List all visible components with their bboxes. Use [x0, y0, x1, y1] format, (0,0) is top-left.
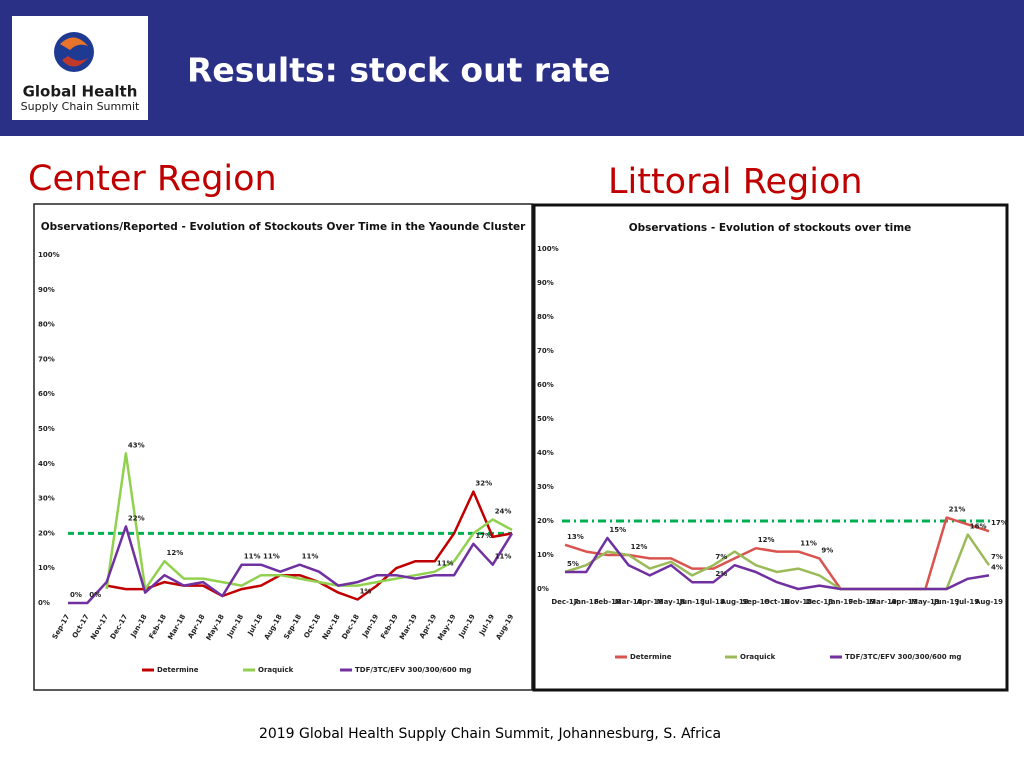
logo-swirl	[60, 37, 88, 50]
y-tick-label: 50%	[38, 425, 55, 433]
y-tick-label: 90%	[537, 279, 554, 287]
series-line	[565, 536, 990, 591]
data-label: 17%	[475, 532, 492, 540]
x-tick-label: Jul-18	[701, 598, 725, 606]
y-tick-label: 60%	[537, 381, 554, 389]
y-tick-label: 90%	[38, 286, 55, 294]
data-label: 17%	[991, 519, 1008, 527]
data-label: 0%	[70, 591, 82, 599]
y-tick-label: 20%	[38, 529, 55, 537]
data-label: 43%	[128, 441, 145, 449]
data-label: 4%	[991, 563, 1003, 571]
y-tick-label: 40%	[537, 449, 554, 457]
y-tick-label: 10%	[537, 551, 554, 559]
x-tick-label: Apr-18	[637, 598, 664, 606]
x-tick-label: Dec-17	[551, 598, 578, 606]
x-tick-label: Jun-18	[679, 598, 705, 606]
chart-title: Observations/Reported - Evolution of Sto…	[41, 221, 526, 233]
y-tick-label: 20%	[537, 517, 554, 525]
x-tick-label: May-19	[911, 598, 940, 606]
chart-frame	[33, 203, 533, 691]
legend-label: TDF/3TC/EFV 300/300/600 mg	[355, 666, 471, 674]
x-tick-label: Apr-19	[891, 598, 918, 606]
x-tick-label: Sep-18	[742, 598, 770, 606]
x-tick-label: Mar-19	[869, 598, 897, 606]
footer: 2019 Global Health Supply Chain Summit, …	[259, 726, 721, 742]
data-label: 11%	[244, 553, 261, 561]
data-label: 12%	[758, 536, 775, 544]
y-tick-label: 0%	[38, 599, 50, 607]
x-tick-label: Jan-19	[827, 598, 853, 606]
data-label: 11%	[263, 553, 280, 561]
data-label: 24%	[495, 507, 512, 515]
x-tick-label: Aug-18	[721, 598, 749, 606]
data-label: 11%	[302, 553, 319, 561]
data-label: 9%	[821, 546, 833, 554]
logo-text: Global Health	[23, 83, 138, 101]
x-tick-label: Jun-19	[933, 598, 959, 606]
data-label: 7%	[991, 553, 1003, 561]
data-label: 12%	[631, 543, 648, 551]
data-label: 15%	[609, 526, 626, 534]
x-tick-label: Feb-19	[848, 598, 875, 606]
legend-label: Oraquick	[258, 666, 294, 674]
y-tick-label: 60%	[38, 390, 55, 398]
series-line	[105, 452, 513, 591]
y-tick-label: 0%	[537, 585, 549, 593]
y-tick-label: 70%	[537, 347, 554, 355]
data-label: 32%	[475, 480, 492, 488]
y-tick-label: 100%	[537, 245, 559, 253]
logo-text: Supply Chain Summit	[21, 100, 140, 113]
series-line	[106, 490, 513, 601]
x-tick-label: Dec-18	[806, 598, 833, 606]
y-tick-label: 30%	[537, 483, 554, 491]
x-tick-label: Mar-18	[615, 598, 643, 606]
data-label: 13%	[567, 533, 584, 541]
data-label: 12%	[167, 549, 184, 557]
slide-title: Results: stock out rate	[187, 51, 611, 90]
x-tick-label: Jul-19	[955, 598, 979, 606]
data-label: 11%	[437, 560, 454, 568]
y-tick-label: 80%	[38, 321, 55, 329]
y-tick-label: 50%	[537, 415, 554, 423]
x-tick-label: Nov-18	[784, 598, 812, 606]
chart-title: Observations - Evolution of stockouts ov…	[629, 222, 912, 234]
data-label: 5%	[567, 560, 579, 568]
y-tick-label: 80%	[537, 313, 554, 321]
x-tick-label: Jan-18	[573, 598, 599, 606]
data-label: 2%	[715, 570, 727, 578]
logo-swirl	[62, 56, 88, 67]
data-label: 16%	[970, 523, 987, 531]
y-tick-label: 40%	[38, 460, 55, 468]
data-label: 11%	[495, 553, 512, 561]
data-label: 22%	[128, 514, 145, 522]
legend-label: Determine	[630, 653, 672, 661]
legend-label: Determine	[157, 666, 199, 674]
y-tick-label: 10%	[38, 564, 55, 572]
region-title: Center Region	[28, 159, 277, 199]
legend-label: Oraquick	[740, 653, 776, 661]
series-line	[68, 525, 514, 605]
x-tick-label: Oct-18	[764, 598, 790, 606]
x-tick-label: Feb-18	[594, 598, 621, 606]
region-title: Littoral Region	[608, 162, 863, 202]
data-label: 21%	[949, 506, 966, 514]
y-tick-label: 70%	[38, 355, 55, 363]
data-label: 7%	[715, 553, 727, 561]
x-tick-label: Aug-19	[975, 598, 1003, 606]
header-bar	[0, 0, 1024, 136]
x-tick-label: May-18	[657, 598, 686, 606]
chart-frame	[532, 203, 1009, 692]
data-label: 0%	[89, 591, 101, 599]
legend-label: TDF/3TC/EFV 300/300/600 mg	[845, 653, 961, 661]
y-tick-label: 100%	[38, 251, 60, 259]
data-label: 1%	[360, 588, 372, 596]
y-tick-label: 30%	[38, 495, 55, 503]
data-label: 11%	[800, 540, 817, 548]
